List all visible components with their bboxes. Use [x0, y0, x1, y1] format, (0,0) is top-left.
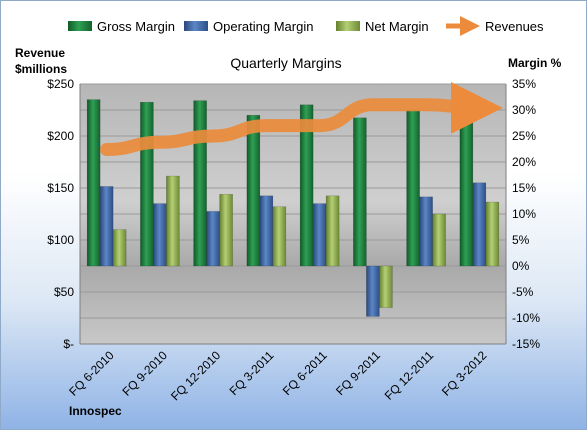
- gross-margin-bar: [406, 109, 420, 267]
- right-tick-label: 35%: [512, 77, 536, 91]
- right-axis-title: Margin %: [508, 56, 562, 70]
- legend-label-operating-margin: Operating Margin: [213, 19, 313, 34]
- legend-label-gross-margin: Gross Margin: [97, 19, 175, 34]
- x-tick-label: FQ 9-2011: [333, 348, 383, 398]
- legend-swatch-operating-margin: [184, 21, 208, 31]
- x-tick-label: FQ 6-2010: [66, 348, 117, 399]
- operating-margin-bar: [366, 265, 380, 317]
- left-tick-label: $200: [47, 129, 74, 143]
- net-margin-bar: [379, 265, 393, 308]
- right-tick-label: 10%: [512, 207, 536, 221]
- gross-margin-bar: [353, 117, 367, 267]
- legend-label-net-margin: Net Margin: [365, 19, 429, 34]
- gross-margin-bar: [86, 99, 101, 267]
- operating-margin-bar: [259, 195, 274, 267]
- left-tick-label: $50: [54, 285, 74, 299]
- legend-swatch-gross-margin: [68, 21, 92, 31]
- gross-margin-bar: [299, 104, 314, 267]
- x-tick-label: FQ 12-2010: [168, 348, 223, 403]
- net-margin-bar: [325, 195, 340, 267]
- left-axis-title-line2: $millions: [15, 62, 67, 76]
- net-margin-bar: [432, 213, 446, 267]
- gross-margin-bar: [246, 114, 261, 267]
- right-tick-label: 25%: [512, 129, 536, 143]
- x-tick-label: FQ 3-2012: [439, 348, 490, 399]
- company-name: Innospec: [69, 404, 122, 418]
- net-margin-bar: [485, 201, 500, 267]
- chart-title: Quarterly Margins: [230, 55, 341, 71]
- left-axis-title-line1: Revenue: [15, 46, 65, 60]
- left-tick-label: $150: [47, 181, 74, 195]
- x-tick-label: FQ 9-2010: [120, 348, 171, 399]
- operating-margin-bar: [206, 211, 220, 267]
- revenue-line: [100, 81, 503, 157]
- gross-margin-bar: [140, 101, 154, 267]
- net-margin-bar: [112, 229, 127, 267]
- right-tick-label: -10%: [512, 311, 540, 325]
- left-tick-label: $250: [47, 77, 74, 91]
- net-margin-bar: [166, 175, 180, 267]
- gross-margin-bar: [193, 100, 207, 267]
- legend: Gross Margin Operating Margin Net Margin…: [68, 16, 544, 36]
- operating-margin-bar: [99, 186, 114, 267]
- operating-margin-bar: [419, 196, 433, 267]
- left-tick-label: $100: [47, 233, 74, 247]
- operating-margin-bar: [312, 203, 327, 267]
- right-tick-label: 30%: [512, 103, 536, 117]
- revenue-series-line: [100, 81, 503, 157]
- gross-margin-bar: [459, 99, 474, 267]
- right-tick-label: -5%: [512, 285, 534, 299]
- x-tick-label: FQ 3-2011: [227, 348, 277, 398]
- legend-label-revenues: Revenues: [485, 19, 544, 34]
- right-tick-label: 15%: [512, 181, 536, 195]
- right-tick-label: -15%: [512, 337, 540, 351]
- left-tick-label: $-: [63, 337, 74, 351]
- operating-margin-bar: [153, 203, 167, 267]
- x-tick-label: FQ 12-2011: [382, 348, 437, 403]
- right-tick-label: 0%: [512, 259, 530, 273]
- x-tick-label: FQ 6-2011: [280, 348, 330, 398]
- net-margin-bar: [219, 193, 233, 267]
- right-tick-label: 5%: [512, 233, 530, 247]
- net-margin-bar: [272, 206, 287, 267]
- operating-margin-bar: [472, 182, 487, 267]
- right-tick-label: 20%: [512, 155, 536, 169]
- legend-swatch-net-margin: [336, 21, 360, 31]
